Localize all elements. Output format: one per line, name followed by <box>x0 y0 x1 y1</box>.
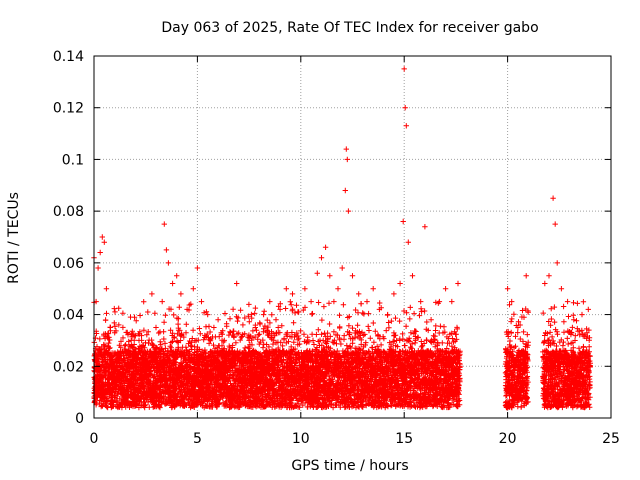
x-tick-label: 25 <box>602 431 620 447</box>
y-tick-label: 0.1 <box>62 152 84 168</box>
y-axis-label: ROTI / TECUs <box>6 192 22 284</box>
x-tick-label: 5 <box>193 431 202 447</box>
x-tick-label: 10 <box>292 431 310 447</box>
y-tick-label: 0.08 <box>53 204 84 220</box>
data-points <box>91 66 593 411</box>
plot-frame <box>93 55 612 419</box>
chart-title: Day 063 of 2025, Rate Of TEC Index for r… <box>161 20 538 36</box>
roti-series <box>91 66 593 411</box>
x-tick-label: 0 <box>90 431 99 447</box>
y-tick-label: 0 <box>75 411 84 427</box>
y-tick-label: 0.02 <box>53 359 84 375</box>
y-tick-label: 0.06 <box>53 256 84 272</box>
y-tick-label: 0.12 <box>53 101 84 117</box>
x-tick-label: 20 <box>499 431 517 447</box>
x-tick-label: 15 <box>395 431 413 447</box>
x-axis-label: GPS time / hours <box>291 458 408 474</box>
y-tick-label: 0.14 <box>53 49 84 65</box>
axis-ticks: 0 0.02 0.04 0.06 0.08 0.1 0.12 0.14 0 5 10 15 20 25 <box>53 49 620 447</box>
y-tick-label: 0.04 <box>53 308 84 324</box>
